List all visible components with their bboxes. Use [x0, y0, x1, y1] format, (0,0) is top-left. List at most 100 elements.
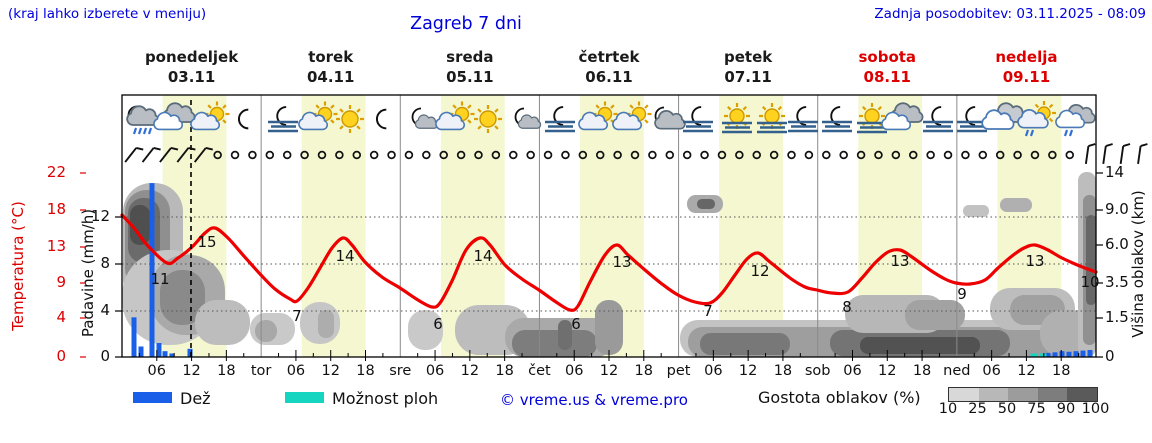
- wind-calm-icon: [943, 150, 953, 160]
- cloud-density-blob: [700, 333, 790, 355]
- temperature-value-label: 11: [150, 270, 170, 288]
- wind-calm-icon: [752, 150, 761, 160]
- cloud-density-scale-number: 75: [1027, 401, 1046, 417]
- day-date: 05.11: [446, 68, 494, 86]
- showers-legend-label: Možnost ploh: [332, 389, 439, 408]
- cloud-height-tick: 0: [1105, 347, 1115, 365]
- cloud-density-blob: [595, 300, 623, 355]
- wind-calm-icon: [961, 150, 970, 160]
- rain-bar: [187, 348, 193, 357]
- wind-calm-icon: [543, 150, 553, 160]
- cloud-density-scale-number: 100: [1081, 401, 1110, 417]
- wind-calm-icon: [561, 150, 570, 160]
- rain-legend-label: Dež: [180, 389, 211, 408]
- temperature-tick: 22: [46, 163, 66, 181]
- temperature-value-label: 6: [433, 315, 443, 333]
- menu-hint: (kraj lahko izberete v meniju): [8, 6, 207, 22]
- wind-calm-icon: [908, 150, 918, 160]
- wind-calm-icon: [665, 150, 675, 160]
- cloud-density-scale-segment: [1037, 388, 1068, 401]
- moon-fog-icon: [683, 106, 713, 133]
- sun-fog-icon: [722, 103, 752, 134]
- wind-calm-icon: [874, 150, 883, 160]
- clouds-icon: [881, 102, 924, 131]
- cloud-density-blob: [512, 330, 597, 357]
- time-tick-label: 06: [704, 363, 723, 379]
- cloud-density-blob: [130, 205, 150, 245]
- temperature-tick: 0: [56, 347, 66, 365]
- day-date: 08.11: [863, 68, 911, 86]
- moon-cloud-icon: [411, 107, 439, 129]
- moon-clouds-icon: [654, 106, 686, 130]
- cloud-density-scale-number: 10: [938, 401, 958, 417]
- day-abbrev-label: čet: [528, 363, 551, 379]
- day-date: 04.11: [306, 68, 355, 86]
- time-tick-label: 18: [356, 363, 375, 379]
- time-tick-label: 12: [738, 363, 758, 379]
- day-name: torek: [308, 48, 354, 66]
- wind-calm-icon: [456, 150, 466, 160]
- wind-calm-icon: [978, 150, 988, 160]
- moon-fog-icon: [545, 106, 575, 133]
- wind-calm-icon: [509, 150, 518, 160]
- rain-bar: [1073, 351, 1079, 357]
- wind-calm-icon: [1048, 150, 1057, 160]
- day-name: nedelja: [995, 48, 1058, 66]
- wind-calm-icon: [404, 150, 414, 160]
- time-tick-label: 18: [1051, 363, 1071, 379]
- temperature-curve: [120, 213, 1098, 312]
- wind-calm-icon: [369, 150, 379, 160]
- cloud-density-blob: [1000, 198, 1032, 212]
- time-tick-label: 12: [599, 363, 619, 379]
- wind-calm-icon: [422, 150, 431, 160]
- rain-bar: [131, 317, 137, 357]
- day-name: petek: [724, 48, 773, 66]
- moon-icon: [375, 108, 387, 130]
- time-tick-label: 12: [460, 363, 480, 379]
- day-abbrev-label: tor: [250, 363, 272, 379]
- cloud-density-blob: [860, 337, 980, 354]
- sun-fog-icon: [857, 103, 887, 134]
- wind-barb-icon: [159, 146, 179, 163]
- clouds-icon: [153, 102, 196, 131]
- time-tick-label: 18: [634, 363, 653, 379]
- cloud-density-blob: [697, 199, 715, 209]
- temperature-value-label: 13: [890, 252, 910, 270]
- precipitation-tick: 8: [100, 254, 110, 272]
- day-abbrev-label: pet: [666, 363, 691, 379]
- wind-calm-icon: [474, 150, 483, 160]
- wind-calm-icon: [926, 150, 935, 160]
- cloud-density-blob: [318, 310, 334, 338]
- wind-calm-icon: [387, 150, 396, 160]
- cloud-height-tick: 3.5: [1105, 273, 1129, 291]
- wind-calm-icon: [526, 150, 535, 160]
- sun-cloud-icon: [190, 101, 230, 131]
- shower-dash: [1030, 353, 1038, 357]
- temperature-tick: 9: [56, 273, 66, 291]
- time-tick-label: 06: [147, 363, 166, 379]
- moon-fog-icon: [788, 106, 818, 133]
- rain-bar: [156, 342, 162, 357]
- day-date: 07.11: [724, 68, 772, 86]
- sun-cloud-icon: [612, 101, 652, 131]
- wind-calm-icon: [822, 150, 831, 160]
- wind-calm-icon: [335, 150, 344, 160]
- cloud-density-blob: [160, 270, 205, 325]
- wind-calm-icon: [717, 150, 727, 160]
- rain-legend-swatch: [133, 392, 172, 403]
- moon-fog-icon: [822, 106, 852, 133]
- cloud-density-legend-label: Gostota oblakov (%): [758, 388, 921, 407]
- temperature-value-label: 7: [703, 302, 713, 320]
- day-name: ponedeljek: [144, 48, 239, 66]
- credit-link[interactable]: © vreme.us & vreme.pro: [500, 391, 688, 409]
- cloud-density-blob: [408, 310, 443, 350]
- wind-calm-icon: [787, 150, 796, 160]
- cloud-density-scale-segment: [978, 388, 1009, 401]
- sun-icon: [336, 105, 364, 133]
- cloud-density-scale-segment: [1008, 388, 1038, 401]
- time-tick-label: 06: [843, 363, 862, 379]
- day-name: sreda: [446, 48, 494, 66]
- wind-calm-icon: [300, 150, 309, 160]
- temperature-tick: 13: [46, 237, 66, 255]
